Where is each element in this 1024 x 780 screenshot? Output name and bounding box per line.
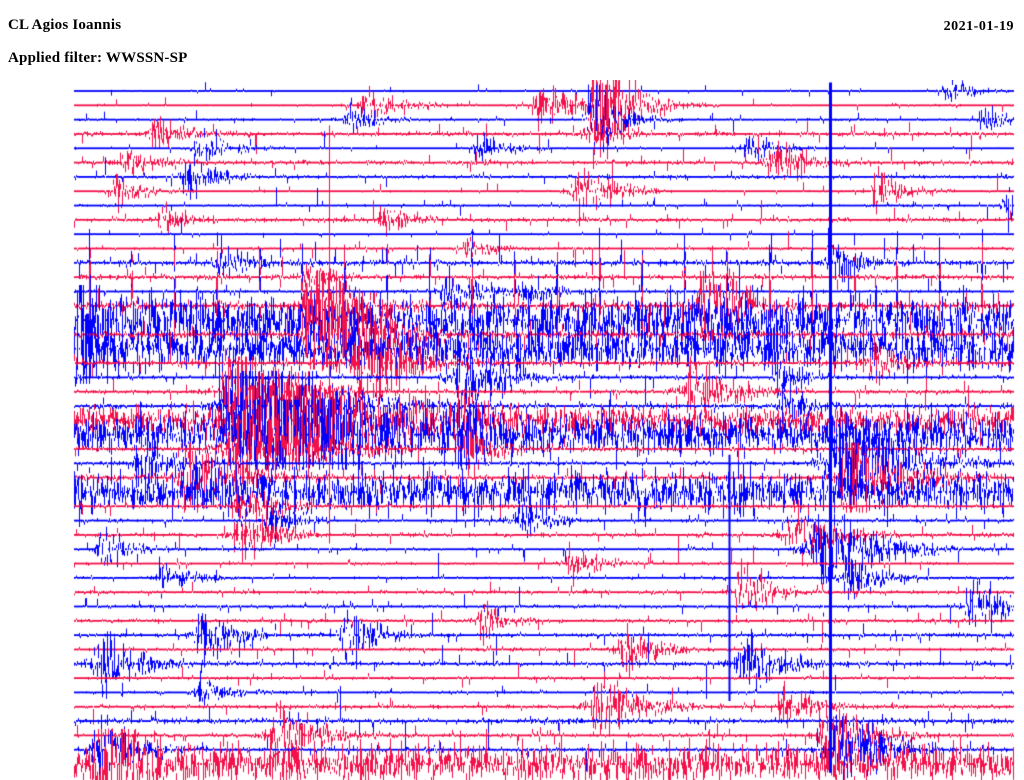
waveform-canvas (0, 80, 1024, 780)
station-title: CL Agios Ioannis (8, 17, 122, 33)
date-label: 2021-01-19 (943, 19, 1014, 34)
helicorder-plot (0, 80, 1024, 780)
applied-filter-label: Applied filter: WWSSN-SP (8, 50, 188, 66)
